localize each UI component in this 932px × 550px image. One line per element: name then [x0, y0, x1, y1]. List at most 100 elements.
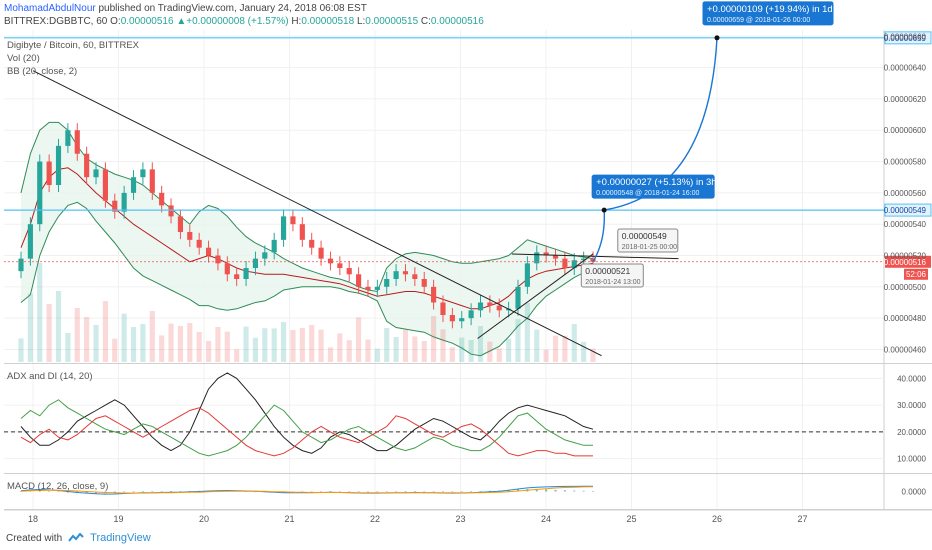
adx-legend[interactable]: ADX and DI (14, 20)	[7, 371, 93, 382]
y-tick-label: 0.00000540	[884, 220, 927, 229]
candle-body	[487, 302, 493, 306]
adx-line	[20, 372, 594, 454]
vol-legend[interactable]: Vol (20)	[7, 53, 40, 64]
y-tick-label: 0.00000600	[884, 126, 927, 135]
candle-body	[309, 239, 315, 248]
candle-body	[524, 263, 530, 287]
volume-bar	[37, 263, 43, 362]
macd-histogram-bar	[57, 491, 60, 493]
annotation-high-title: 0.00000549	[622, 231, 667, 241]
change-up-icon: ▲	[176, 16, 187, 27]
created-with-label: Created with	[6, 532, 63, 544]
candle-body	[299, 224, 305, 240]
last-price-tag	[885, 255, 931, 268]
close-value: 0.00000516	[430, 16, 484, 27]
volume-bar	[365, 339, 371, 362]
projection-path-1d	[604, 37, 718, 211]
macd-histogram-bar	[460, 491, 463, 493]
l-label: L:	[356, 16, 366, 27]
volume-bar	[112, 338, 118, 362]
candle-body	[262, 252, 268, 259]
candle-body	[402, 271, 409, 275]
volume-bar	[374, 348, 380, 362]
adx-tick-label: 40.0000	[897, 374, 926, 383]
macd-histogram-bar	[545, 489, 548, 492]
symbol-label: BITTREX:DGBBTC, 60	[4, 16, 108, 27]
pane-borders	[4, 30, 932, 511]
macd-histogram-bar	[441, 491, 444, 493]
y-tick-label: 0.00000560	[884, 189, 927, 198]
y-tick-label: 0.00000460	[884, 345, 927, 354]
candle-body	[65, 130, 71, 146]
macd-histogram-bar	[517, 489, 520, 492]
c-label: C:	[420, 16, 431, 27]
volume-bar	[581, 341, 587, 362]
candle-body	[562, 258, 568, 269]
volume-bar	[449, 347, 455, 362]
volume-bar	[130, 327, 137, 362]
volume-bar	[177, 326, 183, 362]
target-point	[714, 35, 720, 41]
macd-histogram-bar	[451, 491, 454, 493]
volume-bar	[84, 317, 90, 362]
volume-bar	[309, 325, 315, 362]
price-axis: 0.00000660 0.00000640 0.00000620 0.00000600…	[884, 32, 927, 354]
volume-bar	[121, 313, 127, 362]
trendline	[511, 253, 679, 260]
ohlc-line: BITTREX:DGBBTC, 60 O:0.00000516 ▲+0.0000…	[4, 16, 484, 27]
volume-bar	[290, 330, 296, 362]
candles	[18, 123, 596, 329]
y-tick-label: 0.00000640	[884, 64, 927, 73]
candle-body	[337, 263, 343, 269]
x-tick-label: 23	[455, 514, 465, 524]
annotation-1d-title: +0.00000109 (+19.94%) in 1d	[707, 4, 833, 15]
macd-histogram-bar	[432, 491, 435, 493]
candle-body	[449, 315, 455, 322]
annotation-3h-sub: 0.00000548 @ 2018-01-24 16:00	[596, 190, 699, 197]
bb-legend[interactable]: BB (20, close, 2)	[7, 66, 78, 77]
candle-body	[393, 271, 399, 279]
candle-body	[590, 258, 596, 262]
volume-bar	[46, 304, 52, 362]
volume-bar	[356, 317, 362, 362]
macd-histogram-bar	[310, 491, 313, 493]
tradingview-brand[interactable]: TradingView	[90, 532, 151, 544]
volume-bar	[487, 341, 493, 362]
candle-body	[205, 247, 212, 256]
macd-legend[interactable]: MACD (12, 26, close, 9)	[7, 481, 109, 492]
volume-bar	[515, 319, 521, 362]
volume-bar	[431, 316, 437, 362]
y-tick-label: 0.00000500	[884, 283, 927, 292]
candle-body	[318, 247, 324, 259]
volume-bar	[215, 327, 221, 362]
author-link[interactable]: MohamadAbdulNour	[4, 3, 96, 14]
main-legend-title[interactable]: Digibyte / Bitcoin, 60, BITTREX	[7, 40, 139, 51]
annotation-1d-sub: 0.00000659 @ 2018-01-26 00:00	[707, 17, 810, 24]
annotation-3h-box	[591, 174, 715, 199]
candle-body	[346, 268, 352, 275]
macd-histogram-bar	[413, 491, 416, 492]
candle-body	[459, 318, 465, 322]
volume-bar	[477, 326, 484, 362]
candle-body	[37, 161, 43, 225]
volume-bar	[562, 335, 568, 362]
macd-histogram-bar	[170, 491, 173, 492]
time-axis: 18 19 20 21 22 23 24 25 26 27	[28, 514, 808, 524]
volume-bar	[224, 331, 230, 362]
y-tick-label: 0.00000520	[884, 252, 927, 261]
volume-bar	[196, 332, 202, 362]
x-tick-label: 20	[199, 514, 209, 524]
signal-line	[20, 486, 594, 494]
volume-bar	[468, 340, 474, 362]
candle-body	[356, 274, 362, 287]
o-label: O:	[110, 16, 121, 27]
candle-body	[384, 279, 390, 287]
volume-bar	[384, 328, 390, 362]
candle-body	[327, 258, 334, 264]
candle-body	[252, 258, 259, 269]
volume-bar	[318, 329, 324, 362]
candle-body	[431, 286, 437, 303]
volume-bar	[459, 337, 465, 362]
bb-lower-line	[20, 201, 594, 357]
